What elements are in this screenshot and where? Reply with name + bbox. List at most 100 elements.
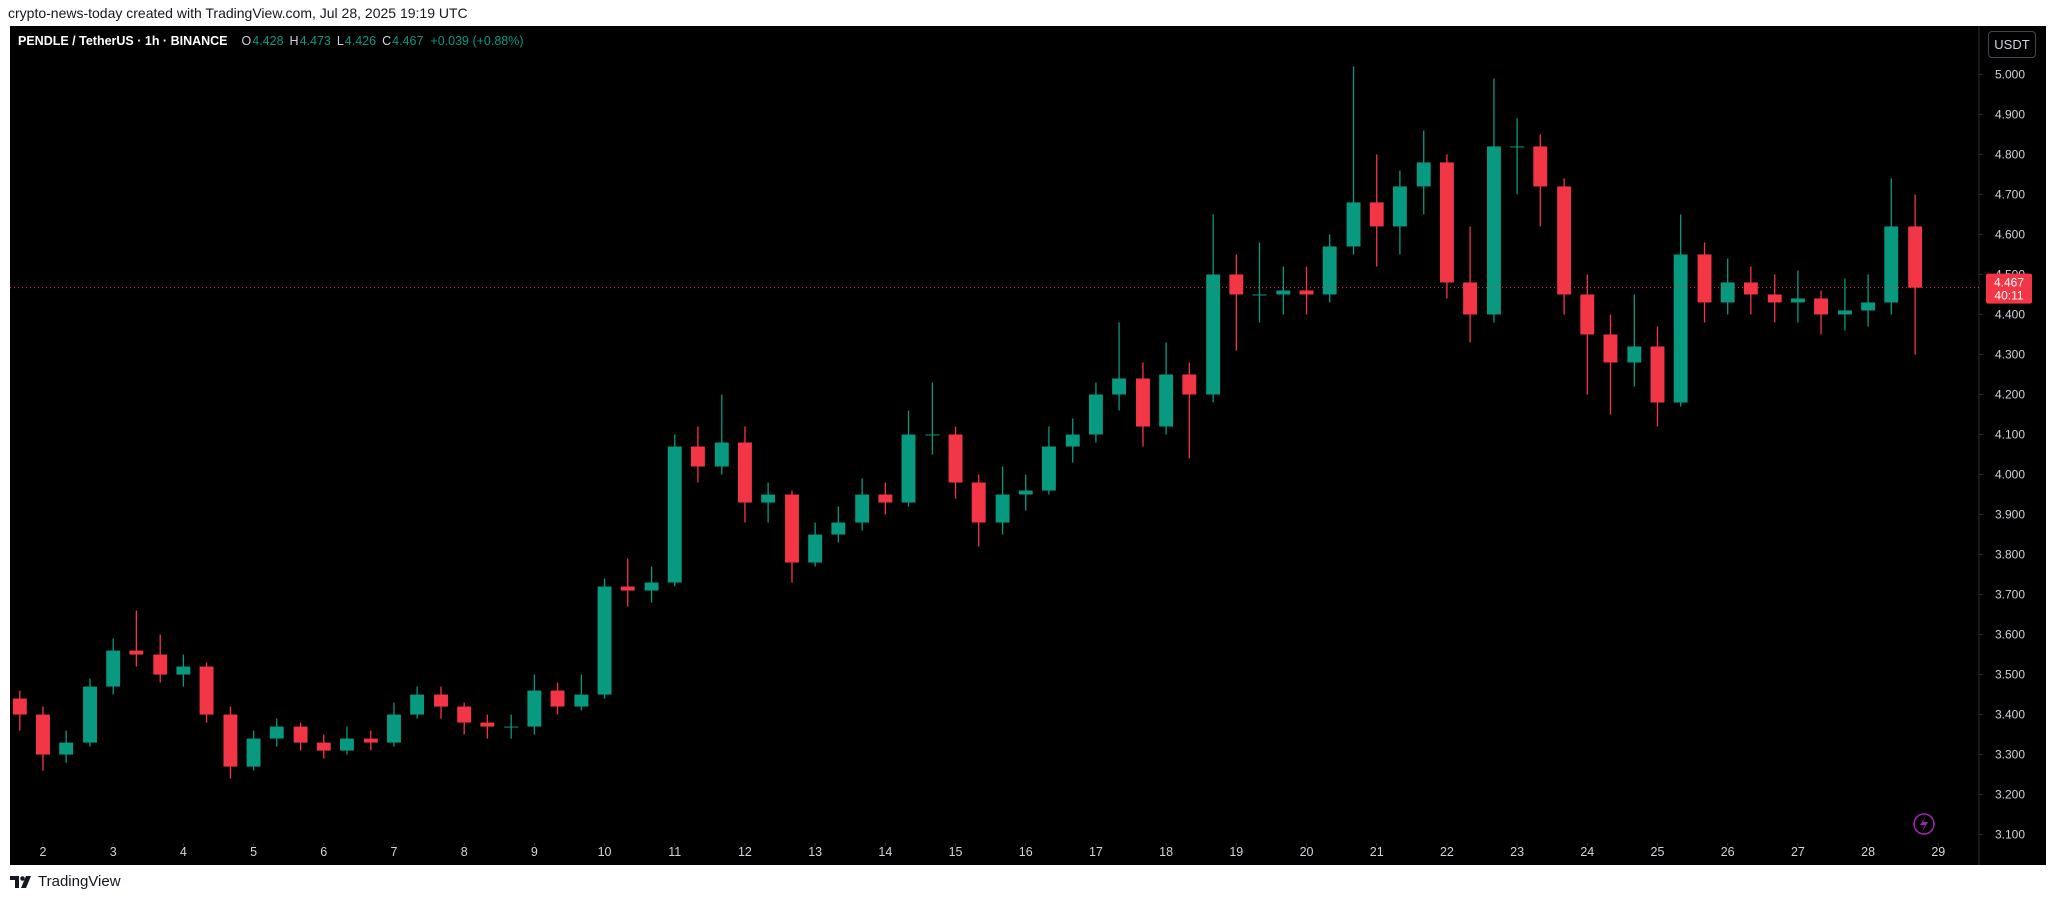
x-tick-label: 21 (1370, 845, 1384, 859)
candle-body (620, 586, 635, 591)
candle-body (1650, 346, 1665, 403)
candle-body (901, 434, 916, 503)
y-tick-label: 3.700 (1995, 588, 2025, 602)
high-label: H (289, 34, 299, 48)
candle-body (1182, 374, 1197, 395)
candle-body (153, 654, 168, 675)
symbol: PENDLE / TetherUS · 1h · BINANCE (18, 34, 228, 48)
price-tag-label: 4.467 (1994, 276, 2024, 290)
candle-body (574, 694, 589, 707)
candle-body (1346, 202, 1361, 247)
candle-body (1252, 294, 1267, 296)
candle-body (199, 666, 214, 715)
candle-body (855, 494, 870, 523)
candle-body (971, 482, 986, 523)
currency-button[interactable]: USDT (1988, 31, 2036, 58)
low-value: 4.426 (344, 34, 377, 48)
candle-body (690, 446, 705, 467)
candle-body (1720, 282, 1735, 303)
candle-body (925, 434, 940, 436)
candle-body (1088, 394, 1103, 435)
alert-icon-bolt (1920, 816, 1928, 832)
candle-body (106, 650, 121, 687)
candle-body (1276, 290, 1291, 295)
candle-body (387, 714, 401, 743)
close-label: C (382, 34, 392, 48)
alert-icon[interactable] (1913, 813, 1935, 835)
candle-body (1743, 282, 1758, 295)
ohlc-item: H4.473 (290, 34, 331, 48)
candle-body (223, 714, 238, 767)
candle-body (1673, 254, 1688, 403)
y-tick-label: 4.900 (1995, 107, 2025, 121)
x-tick-label: 18 (1159, 845, 1173, 859)
y-tick-label: 3.300 (1995, 748, 2025, 762)
candle-body (667, 446, 682, 583)
ohlc-item: O4.428 (242, 34, 284, 48)
x-tick-label: 16 (1019, 845, 1033, 859)
y-tick-label: 4.000 (1995, 468, 2025, 482)
candle-body (1837, 310, 1852, 315)
brand-logo (10, 875, 31, 888)
x-tick-label: 24 (1580, 845, 1594, 859)
y-tick-label: 3.600 (1995, 628, 2025, 642)
candle-body (316, 742, 331, 751)
candle-body (12, 698, 27, 715)
x-tick-label: 27 (1791, 845, 1805, 859)
low-label: L (336, 34, 344, 48)
x-tick-label: 26 (1721, 845, 1735, 859)
y-tick-label: 4.200 (1995, 387, 2025, 401)
candle-body (1463, 282, 1478, 315)
x-tick-label: 25 (1651, 845, 1665, 859)
candle-body (246, 738, 261, 767)
attribution: crypto-news-today created with TradingVi… (8, 5, 468, 21)
candle-body (1814, 298, 1829, 315)
y-tick-label: 4.400 (1995, 307, 2025, 321)
x-tick-label: 5 (250, 845, 257, 859)
candle-body (1908, 226, 1923, 288)
candle-body (1510, 146, 1525, 148)
candle-body (948, 434, 963, 483)
candle-body (1041, 446, 1056, 491)
x-tick-label: 19 (1229, 845, 1243, 859)
y-tick-label: 3.200 (1995, 788, 2025, 802)
open-value: 4.428 (252, 34, 284, 48)
x-tick-label: 17 (1089, 845, 1103, 859)
candle-body (1065, 434, 1080, 447)
x-tick-label: 29 (1931, 845, 1945, 859)
candle-body (1322, 246, 1337, 295)
candle-body (1533, 146, 1548, 187)
candle-body (1439, 162, 1454, 283)
y-tick-label: 5.000 (1995, 67, 2025, 81)
candle-body (1369, 202, 1384, 227)
candle-body (1790, 298, 1805, 303)
high-value: 4.473 (299, 34, 331, 48)
candle-body (504, 726, 519, 728)
close-value: 4.467 (392, 34, 424, 48)
countdown: 40:11 (1994, 289, 2023, 303)
y-tick-label: 3.900 (1995, 508, 2025, 522)
x-tick-label: 9 (531, 845, 538, 859)
candle-body (1627, 346, 1642, 363)
open-label: O (241, 34, 252, 48)
candle-body (457, 706, 472, 723)
candle-body (761, 494, 776, 503)
y-tick-label: 3.100 (1995, 828, 2025, 842)
x-tick-label: 11 (668, 845, 681, 859)
candle-body (1767, 294, 1782, 303)
x-tick-label: 13 (808, 845, 822, 859)
brand: TradingView (38, 873, 121, 890)
candle-body (434, 694, 448, 707)
x-tick-label: 15 (949, 845, 963, 859)
x-tick-label: 2 (40, 845, 47, 859)
candle-body (1861, 302, 1876, 311)
price-tag (1986, 273, 2032, 304)
candle-body (269, 726, 284, 739)
candle-body (1603, 334, 1618, 363)
x-tick-label: 3 (110, 845, 117, 859)
x-tick-label: 6 (320, 845, 327, 859)
y-tick-label: 4.300 (1995, 347, 2025, 361)
candle-body (363, 738, 378, 743)
x-tick-label: 28 (1861, 845, 1875, 859)
y-tick-label: 3.500 (1995, 668, 2025, 682)
